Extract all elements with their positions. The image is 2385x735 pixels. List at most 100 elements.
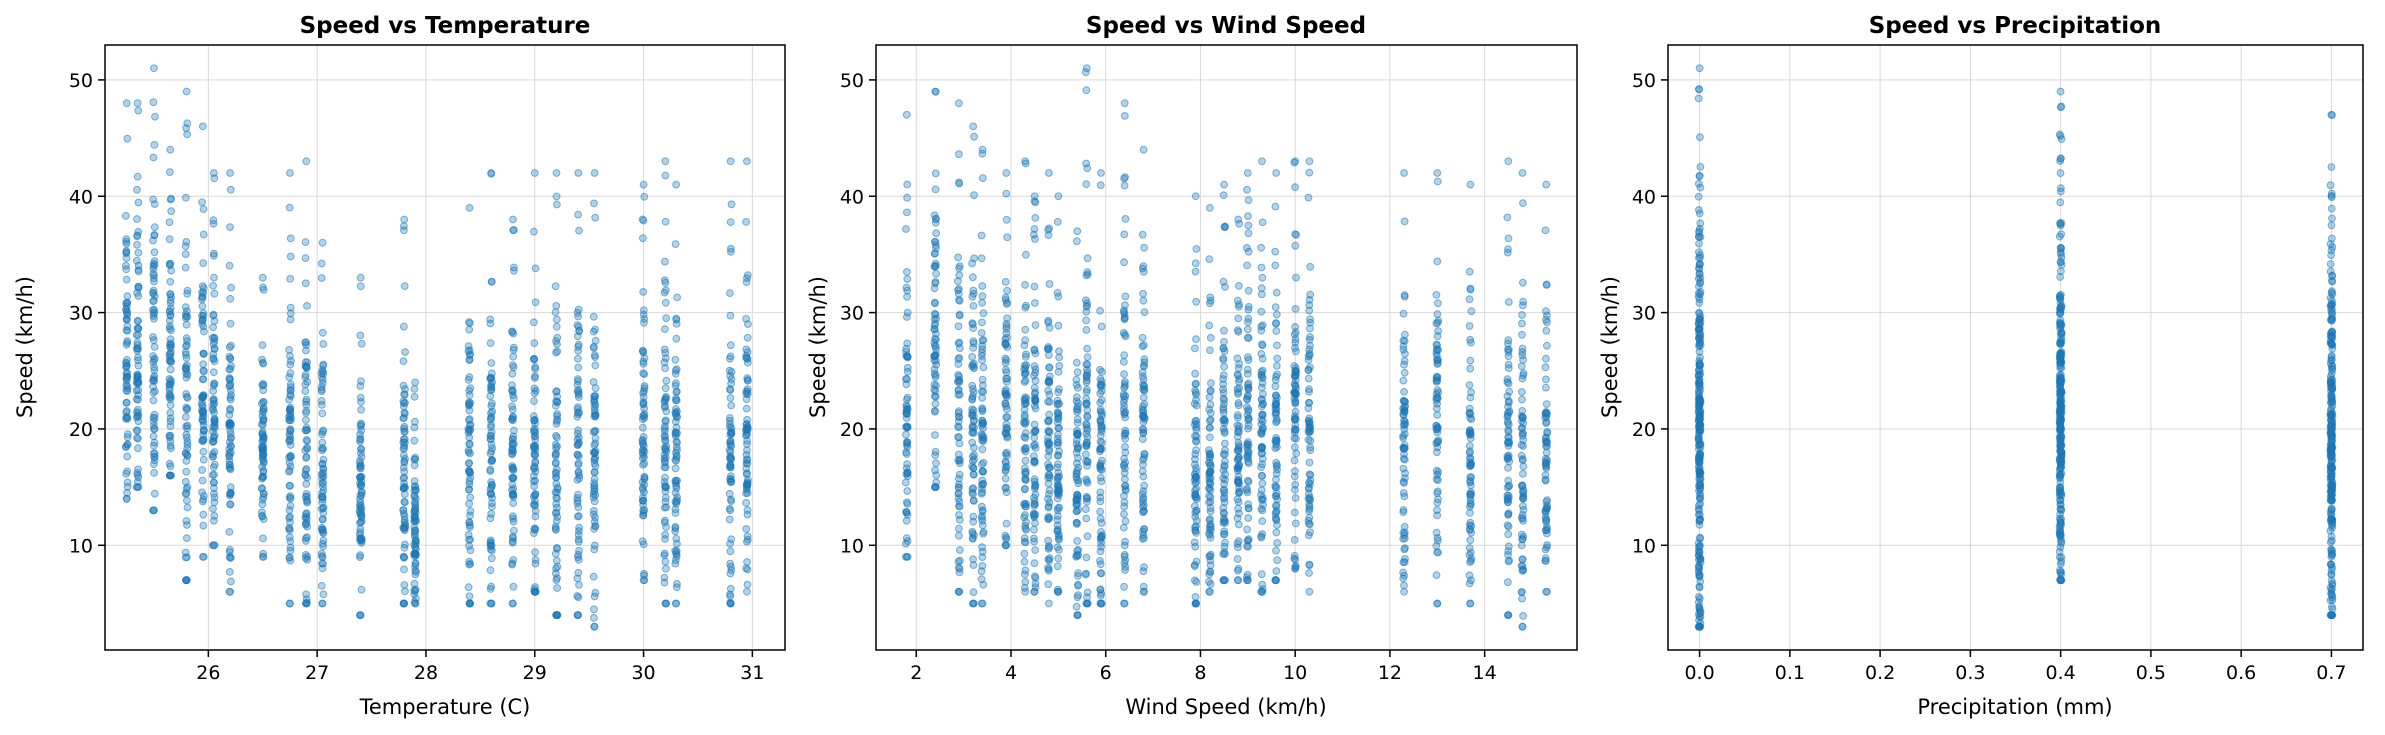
scatter-point: [1207, 379, 1215, 388]
scatter-point: [1021, 434, 1030, 442]
scatter-point: [727, 200, 736, 209]
scatter-point: [357, 537, 366, 545]
scatter-point: [1399, 464, 1408, 473]
scatter-point: [743, 558, 751, 566]
scatter-point: [1002, 533, 1011, 542]
scatter-point: [1257, 370, 1266, 379]
scatter-point: [123, 413, 132, 422]
scatter-point: [1139, 418, 1148, 427]
scatter-point: [200, 327, 208, 336]
scatter-point: [259, 398, 268, 407]
scatter-point: [1021, 511, 1029, 519]
scatter-point: [1503, 375, 1512, 384]
scatter-point: [978, 547, 987, 556]
scatter-point: [318, 409, 327, 418]
scatter-point: [1191, 508, 1200, 517]
scatter-point: [209, 452, 217, 461]
scatter-point: [1695, 228, 1703, 237]
scatter-point: [661, 599, 670, 608]
scatter-point: [410, 436, 419, 445]
scatter-point: [199, 122, 207, 131]
scatter-point: [1400, 357, 1409, 365]
scatter-point: [209, 251, 218, 260]
scatter-point: [301, 358, 310, 367]
scatter-point: [149, 310, 158, 318]
scatter-point: [970, 451, 978, 459]
scatter-point: [930, 352, 939, 361]
scatter-point: [640, 318, 648, 327]
scatter-point: [1465, 521, 1474, 530]
scatter-point: [1083, 344, 1091, 353]
scatter-point: [726, 475, 735, 483]
scatter-point: [1695, 265, 1704, 273]
scatter-point: [1244, 221, 1253, 230]
scatter-point: [1504, 298, 1513, 306]
scatter-point: [2327, 234, 2336, 243]
scatter-point: [1244, 414, 1253, 423]
scatter-point: [2326, 181, 2335, 190]
scatter-point: [2055, 455, 2064, 463]
scatter-point: [1465, 381, 1474, 390]
scatter-point: [1045, 224, 1053, 233]
scatter-point: [1258, 517, 1267, 525]
scatter-point: [1074, 399, 1082, 408]
scatter-point: [1234, 441, 1243, 450]
scatter-point: [1220, 530, 1229, 538]
scatter-point: [1517, 588, 1526, 597]
scatter-point: [399, 438, 408, 447]
scatter-point: [954, 433, 963, 442]
scatter-point: [1121, 448, 1130, 457]
scatter-point: [400, 490, 409, 499]
scatter-point: [488, 407, 497, 416]
scatter-point: [182, 320, 191, 329]
scatter-point: [979, 363, 988, 372]
scatter-point: [1542, 354, 1550, 363]
scatter-point: [552, 192, 561, 201]
scatter-point: [199, 510, 208, 519]
scatter-point: [286, 386, 295, 395]
scatter-point: [1001, 293, 1010, 302]
scatter-point: [743, 333, 752, 342]
scatter-point: [182, 373, 191, 382]
x-axis-label: Wind Speed (km/h): [1125, 695, 1326, 719]
scatter-point: [1696, 288, 1705, 296]
scatter-point: [209, 323, 218, 332]
scatter-point: [931, 371, 940, 380]
scatter-point: [1542, 307, 1550, 316]
scatter-point: [978, 394, 986, 402]
scatter-point: [1305, 493, 1314, 502]
scatter-point: [1541, 545, 1550, 554]
scatter-point: [640, 382, 649, 390]
scatter-point: [640, 475, 649, 484]
scatter-point: [181, 413, 190, 421]
scatter-point: [1466, 285, 1475, 294]
scatter-point: [1082, 599, 1091, 608]
scatter-point: [1432, 349, 1441, 358]
scatter-point: [1305, 569, 1313, 577]
scatter-point: [1096, 398, 1105, 407]
scatter-point: [166, 299, 175, 308]
scatter-point: [285, 430, 294, 439]
scatter-point: [1139, 393, 1148, 402]
scatter-point: [968, 353, 977, 361]
scatter-point: [1083, 164, 1092, 173]
scatter-point: [1695, 571, 1704, 580]
scatter-point: [1244, 286, 1253, 295]
scatter-point: [660, 503, 669, 512]
scatter-point: [508, 387, 517, 395]
scatter-point: [671, 464, 680, 473]
x-tick-label: 27: [305, 662, 329, 684]
scatter-point: [1695, 397, 1704, 406]
scatter-point: [639, 493, 647, 502]
scatter-point: [2327, 163, 2336, 171]
scatter-point: [1272, 310, 1281, 319]
scatter-point: [1220, 180, 1228, 189]
scatter-point: [134, 317, 143, 325]
scatter-point: [133, 172, 142, 181]
scatter-point: [1504, 352, 1513, 361]
scatter-point: [317, 274, 326, 282]
scatter-panel-temperature: Speed vs Temperature Temperature (C) Spe…: [13, 13, 786, 719]
scatter-point: [133, 256, 141, 265]
scatter-point: [1054, 192, 1063, 201]
scatter-point: [1542, 526, 1551, 535]
